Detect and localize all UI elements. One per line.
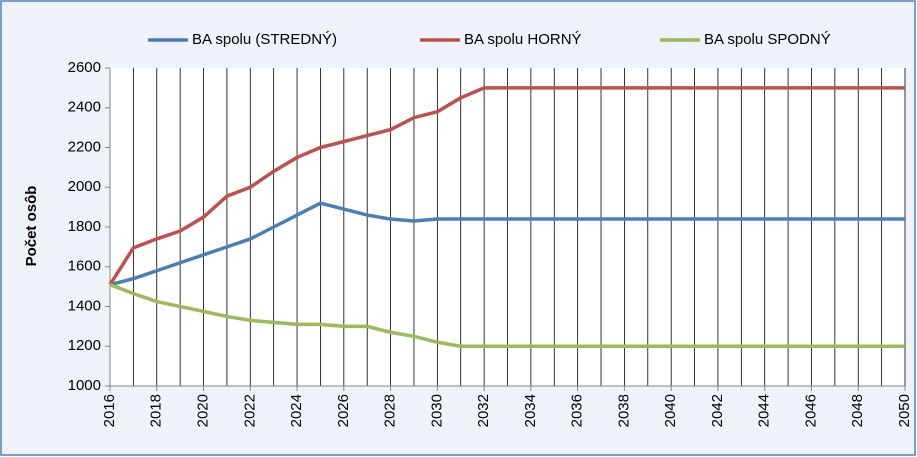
legend-label: BA spolu (STREDNÝ) — [192, 31, 337, 48]
x-tick-label: 2020 — [194, 394, 211, 427]
y-tick-label: 1200 — [68, 337, 101, 354]
y-axis-label: Počet osôb — [23, 186, 40, 267]
series-line — [108, 86, 905, 286]
y-tick-label: 1800 — [68, 218, 101, 235]
y-tick-label: 1400 — [68, 297, 101, 314]
x-tick-label: 2016 — [101, 394, 118, 427]
x-tick-label: 2032 — [475, 394, 492, 427]
x-tick-label: 2038 — [615, 394, 632, 427]
y-tick-label: 1000 — [68, 377, 101, 394]
y-tick-label: 1600 — [68, 258, 101, 275]
x-tick-label: 2040 — [662, 394, 679, 427]
series-line — [109, 283, 905, 348]
x-tick-label: 2028 — [382, 394, 399, 427]
y-tick-label: 2600 — [68, 59, 101, 76]
x-tick-label: 2042 — [709, 394, 726, 427]
x-tick-label: 2018 — [148, 394, 165, 427]
y-tick-label: 2400 — [68, 99, 101, 116]
x-tick-label: 2024 — [288, 394, 305, 427]
x-tick-label: 2026 — [335, 394, 352, 427]
x-tick-label: 2034 — [522, 394, 539, 427]
legend-label: BA spolu SPODNÝ — [704, 31, 831, 48]
x-tick-label: 2022 — [241, 394, 258, 427]
x-tick-label: 2050 — [896, 394, 913, 427]
x-tick-label: 2036 — [569, 394, 586, 427]
x-tick-label: 2044 — [756, 394, 773, 427]
y-tick-label: 2200 — [68, 138, 101, 155]
x-tick-label: 2030 — [428, 394, 445, 427]
x-tick-label: 2046 — [802, 394, 819, 427]
series-line — [109, 201, 905, 287]
legend-label: BA spolu HORNÝ — [464, 31, 582, 48]
y-tick-label: 2000 — [68, 178, 101, 195]
x-tick-label: 2048 — [849, 394, 866, 427]
